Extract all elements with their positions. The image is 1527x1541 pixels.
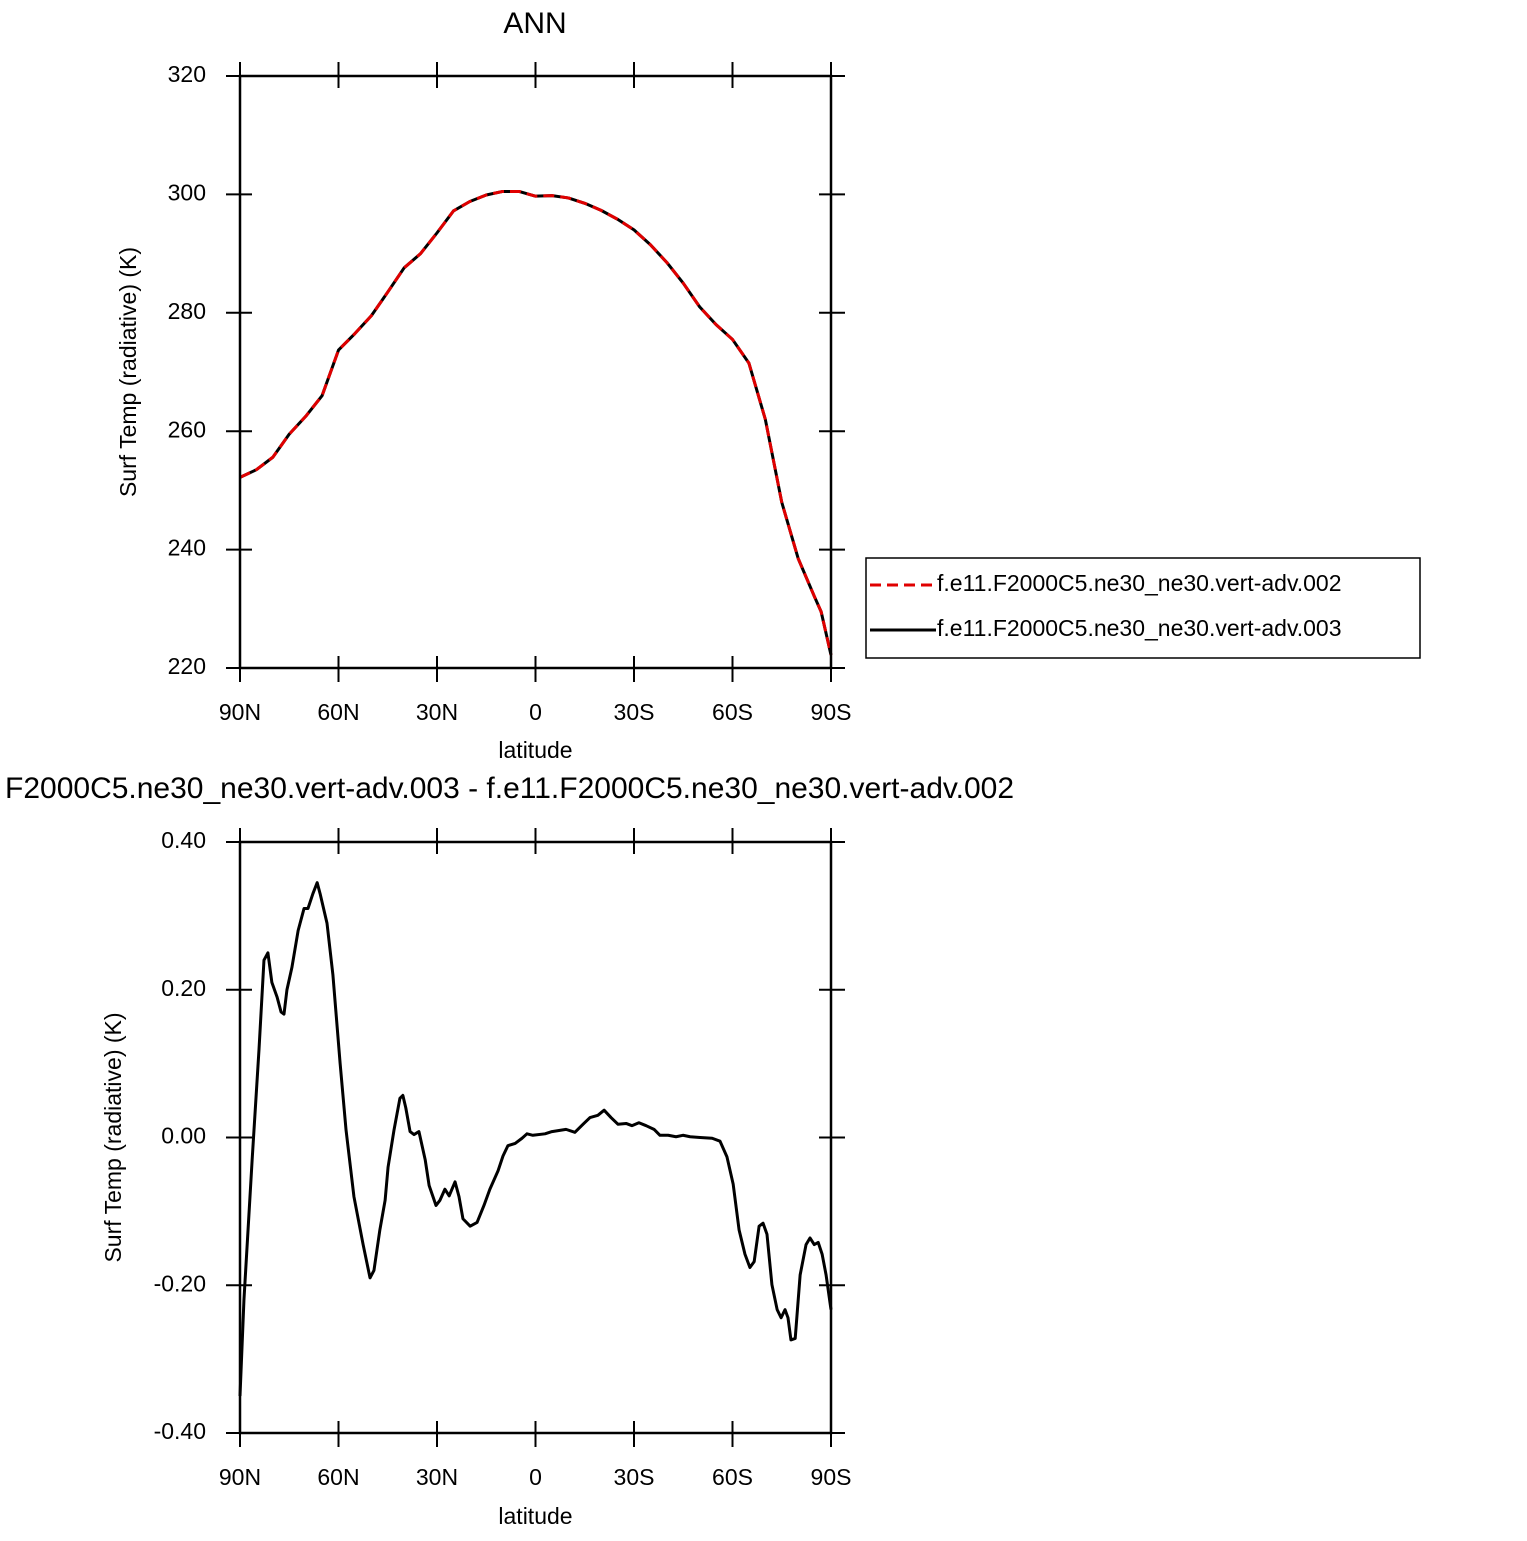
- x-tick-label: 90S: [811, 699, 852, 725]
- series-line: [239, 189, 833, 656]
- chart-title: F2000C5.ne30_ne30.vert-adv.003 - f.e11.F…: [5, 772, 1014, 805]
- x-tick-label: 30S: [614, 699, 655, 725]
- chart-title: ANN: [503, 7, 566, 40]
- series-line: [239, 189, 833, 656]
- x-tick-label: 0: [529, 1464, 542, 1490]
- x-tick-label: 30N: [416, 699, 458, 725]
- plot-frame: [238, 74, 833, 670]
- legend-box: [865, 557, 1421, 659]
- x-tick-label: 90N: [219, 699, 261, 725]
- y-tick-label: 0.40: [161, 827, 206, 853]
- y-tick-label: 300: [168, 179, 206, 205]
- x-tick-label: 60N: [317, 699, 359, 725]
- x-axis-label: latitude: [498, 737, 572, 763]
- y-tick-label: 280: [168, 298, 206, 324]
- y-axis-label: Surf Temp (radiative) (K): [100, 1012, 126, 1262]
- x-tick-label: 60S: [712, 1464, 753, 1490]
- y-tick-label: -0.20: [154, 1270, 206, 1296]
- y-tick-label: 260: [168, 416, 206, 442]
- x-tick-label: 60N: [317, 1464, 359, 1490]
- x-tick-label: 90S: [811, 1464, 852, 1490]
- y-tick-label: -0.40: [154, 1418, 206, 1444]
- x-tick-label: 90N: [219, 1464, 261, 1490]
- y-tick-label: 0.00: [161, 1123, 206, 1149]
- x-axis-label: latitude: [498, 1503, 572, 1529]
- series-line: [238, 881, 833, 1397]
- y-tick-label: 220: [168, 653, 206, 679]
- y-axis-label: Surf Temp (radiative) (K): [115, 247, 141, 497]
- x-tick-label: 30S: [614, 1464, 655, 1490]
- x-tick-label: 0: [529, 699, 542, 725]
- x-tick-label: 60S: [712, 699, 753, 725]
- y-tick-label: 240: [168, 535, 206, 561]
- legend-label: f.e11.F2000C5.ne30_ne30.vert-adv.003: [937, 615, 1342, 641]
- legend-label: f.e11.F2000C5.ne30_ne30.vert-adv.002: [937, 570, 1342, 596]
- y-tick-label: 320: [168, 61, 206, 87]
- y-tick-label: 0.20: [161, 975, 206, 1001]
- plot-frame: [238, 840, 833, 1435]
- x-tick-label: 30N: [416, 1464, 458, 1490]
